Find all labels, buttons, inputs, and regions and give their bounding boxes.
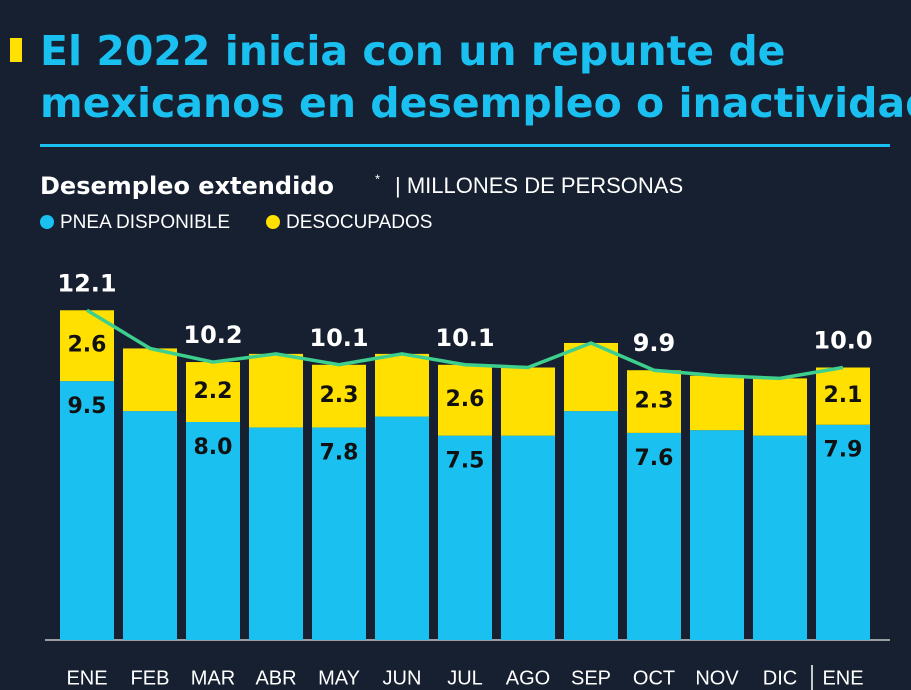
subtitle: Desempleo extendido <box>40 172 334 200</box>
bar-segment <box>690 430 744 640</box>
bar-segment <box>438 435 492 640</box>
value-label: 7.8 <box>320 440 359 465</box>
total-label: 10.2 <box>183 321 242 349</box>
bar-segment <box>501 367 555 436</box>
x-tick-label: JUN <box>383 667 422 689</box>
bar-segment <box>816 367 870 425</box>
bar-segment <box>312 364 366 428</box>
x-tick-label: FEB <box>131 667 170 689</box>
legend-label: DESOCUPADOS <box>286 212 432 233</box>
bar-segment <box>186 422 240 640</box>
x-tick-label: JUL <box>447 667 483 689</box>
bar-segment <box>249 353 303 428</box>
total-label: 10.0 <box>813 327 872 355</box>
bar-segment <box>690 375 744 431</box>
total-label: 10.1 <box>309 324 368 352</box>
value-label: 2.3 <box>635 389 674 414</box>
value-label: 2.6 <box>446 387 485 412</box>
bar-segment <box>375 353 429 417</box>
value-label: 2.3 <box>320 383 359 408</box>
x-tick-label: MAR <box>191 667 235 689</box>
total-label: 12.1 <box>57 269 116 297</box>
x-tick-label: DIC <box>763 667 797 689</box>
bar-segment <box>564 411 618 640</box>
bar-segment <box>564 342 618 412</box>
title-line: mexicanos en desempleo o inactividad <box>40 79 911 127</box>
value-label: 7.9 <box>824 438 863 463</box>
bar-segment <box>501 435 555 640</box>
x-tick-label: AGO <box>506 667 550 689</box>
x-tick-label: MAY <box>318 667 360 689</box>
bar-segment <box>123 411 177 640</box>
x-tick-label: ABR <box>255 667 296 689</box>
value-label: 7.6 <box>635 446 674 471</box>
total-label: 9.9 <box>633 329 676 357</box>
bar-segment <box>375 416 429 640</box>
bar-segment <box>753 435 807 640</box>
value-label: 7.5 <box>446 449 485 474</box>
unit-label: | MILLONES DE PERSONAS <box>395 173 683 198</box>
total-line <box>86 308 844 381</box>
legend-swatch <box>40 215 54 229</box>
bar-segment <box>816 424 870 640</box>
bar-segment <box>438 364 492 436</box>
title-accent <box>10 38 22 62</box>
bar-segment <box>312 427 366 640</box>
subtitle-mark: * <box>375 171 380 186</box>
total-label: 10.1 <box>435 324 494 352</box>
value-label: 8.0 <box>194 435 233 460</box>
bar-segment <box>123 348 177 412</box>
bar-segment <box>627 370 681 433</box>
bar-segment <box>753 378 807 436</box>
x-tick-label: SEP <box>571 667 611 689</box>
legend-label: PNEA DISPONIBLE <box>60 212 230 233</box>
bar-segment <box>627 432 681 640</box>
x-tick-label: NOV <box>695 667 739 689</box>
value-label: 9.5 <box>68 394 107 419</box>
bar-segment <box>60 381 114 640</box>
x-tick-label: ENE <box>66 667 107 689</box>
x-tick-label: ENE <box>822 667 863 689</box>
value-label: 2.1 <box>824 383 863 408</box>
title-rule <box>40 144 890 147</box>
bar-segment <box>249 427 303 640</box>
title-line: El 2022 inicia con un repunte de <box>40 27 786 75</box>
x-tick-label: OCT <box>633 667 675 689</box>
value-label: 2.2 <box>194 379 233 404</box>
bar-segment <box>186 362 240 422</box>
value-label: 2.6 <box>68 333 107 358</box>
legend-swatch <box>266 215 280 229</box>
